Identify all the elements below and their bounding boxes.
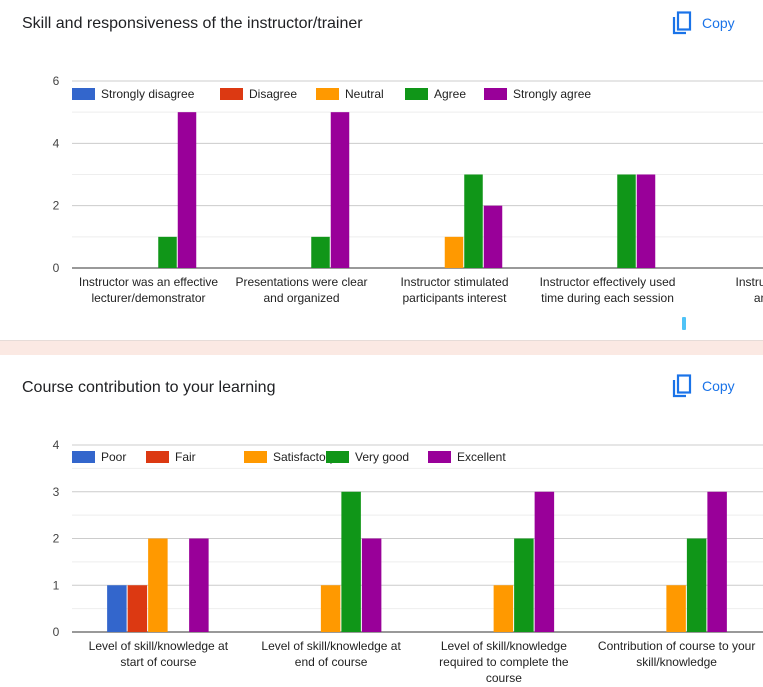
chart-card-instructor: 0 2 4 6 Instructor was an effective lecturer/… xyxy=(0,0,763,341)
legend-swatch xyxy=(316,88,339,100)
x-tick-label: and organized xyxy=(263,291,339,305)
bar-agree xyxy=(158,236,177,268)
legend-swatch xyxy=(72,451,95,463)
bar-fair xyxy=(127,585,148,632)
legend-label: Agree xyxy=(434,87,466,101)
y-tick-label: 3 xyxy=(53,485,60,499)
bar-agree xyxy=(311,236,330,268)
y-tick-label: 0 xyxy=(53,625,60,639)
copy-label: Copy xyxy=(702,378,735,394)
x-tick-label: course xyxy=(486,671,522,685)
bar-very-good xyxy=(514,538,534,632)
legend-label: Fair xyxy=(175,450,196,464)
legend-swatch xyxy=(326,451,349,463)
x-tick-label: Level of skill/knowledge at xyxy=(89,639,229,653)
copy-button[interactable]: Copy xyxy=(672,11,735,35)
legend-swatch xyxy=(72,88,95,100)
x-tick-label: time during each session xyxy=(541,291,674,305)
bar-very-good xyxy=(341,491,361,632)
x-tick-label: Level of skill/knowledge at xyxy=(261,639,401,653)
bar-strongly-agree xyxy=(330,112,350,269)
legend-label: Excellent xyxy=(457,450,506,464)
x-tick-label: start of course xyxy=(120,655,196,669)
copy-icon xyxy=(672,374,692,398)
bar-excellent xyxy=(361,538,382,632)
bar-satisfactory xyxy=(148,538,168,632)
bar-strongly-agree xyxy=(177,112,197,269)
bar-excellent xyxy=(189,538,209,632)
x-tick-label: Contribution of course to your xyxy=(598,639,755,653)
x-tick-label: skill/knowledge xyxy=(636,655,717,669)
chart-card-course: 0 1 2 3 4 Level of skill/knowledge at start of… xyxy=(0,355,763,687)
legend-label: Very good xyxy=(355,450,409,464)
y-tick-label: 4 xyxy=(53,438,60,452)
y-tick-label: 6 xyxy=(53,74,60,88)
legend-label: Disagree xyxy=(249,87,297,101)
bar-excellent xyxy=(534,491,555,632)
bar-satisfactory xyxy=(666,585,686,632)
legend-label: Satisfactory xyxy=(273,450,336,464)
y-tick-label: 2 xyxy=(53,532,60,546)
x-tick-label: Instructor xyxy=(735,275,763,289)
bar-strongly-agree xyxy=(636,174,656,268)
legend-swatch xyxy=(146,451,169,463)
bar-satisfactory xyxy=(493,585,514,632)
bar-neutral xyxy=(444,236,464,268)
legend-label: Poor xyxy=(101,450,126,464)
bar-strongly-agree xyxy=(483,205,503,268)
y-tick-label: 1 xyxy=(53,578,60,592)
horizontal-scrollbar[interactable] xyxy=(682,317,686,330)
copy-icon xyxy=(672,11,692,35)
legend-swatch xyxy=(220,88,243,100)
section-divider xyxy=(0,341,763,355)
legend-swatch xyxy=(428,451,451,463)
legend-swatch xyxy=(484,88,507,100)
x-tick-label: Level of skill/knowledge xyxy=(441,639,567,653)
bar-poor xyxy=(107,585,127,632)
y-tick-label: 4 xyxy=(53,136,60,150)
legend-label: Neutral xyxy=(345,87,384,101)
bar-chart-course: 0 1 2 3 4 Level of skill/knowledge at start of… xyxy=(53,438,763,685)
chart-title: Course contribution to your learning xyxy=(22,379,276,396)
x-tick-label: lecturer/demonstrator xyxy=(91,291,205,305)
bar-chart-instructor: 0 2 4 6 Instructor was an effective lecturer/… xyxy=(53,74,763,305)
bar-agree xyxy=(617,174,636,268)
copy-button[interactable]: Copy xyxy=(672,374,735,398)
x-tick-label: Instructor was an effective xyxy=(79,275,219,289)
bar-very-good xyxy=(686,538,707,632)
legend-swatch xyxy=(244,451,267,463)
x-tick-label: end of course xyxy=(295,655,368,669)
x-tick-label: Instructor effectively used xyxy=(540,275,676,289)
x-tick-label: an xyxy=(754,291,763,305)
y-tick-label: 0 xyxy=(53,261,60,275)
x-tick-label: Presentations were clear xyxy=(235,275,367,289)
copy-label: Copy xyxy=(702,15,735,31)
x-tick-label: required to complete the xyxy=(439,655,569,669)
legend-label: Strongly agree xyxy=(513,87,591,101)
y-tick-label: 2 xyxy=(53,199,60,213)
chart-title: Skill and responsiveness of the instruct… xyxy=(22,15,363,32)
bar-satisfactory xyxy=(320,585,341,632)
legend-swatch xyxy=(405,88,428,100)
bar-agree xyxy=(464,174,483,268)
x-tick-label: Instructor stimulated xyxy=(400,275,508,289)
bar-excellent xyxy=(707,491,727,632)
x-tick-label: participants interest xyxy=(402,291,507,305)
legend-label: Strongly disagree xyxy=(101,87,195,101)
